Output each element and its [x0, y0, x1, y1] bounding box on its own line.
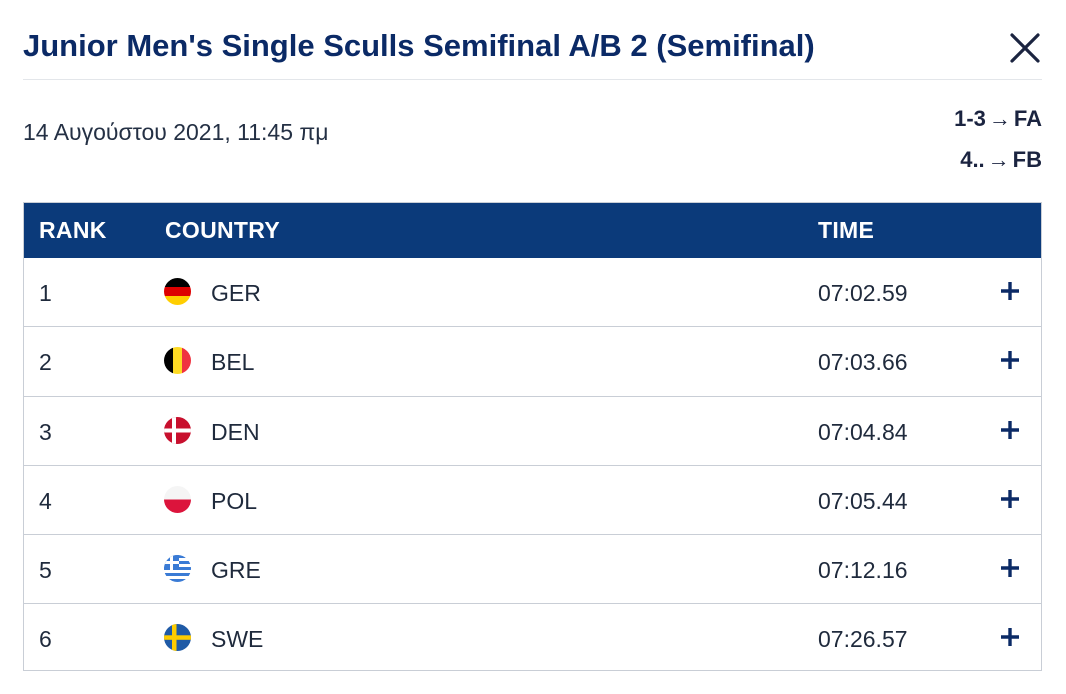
- race-title: Junior Men's Single Sculls Semifinal A/B…: [23, 28, 815, 63]
- sweden-flag-icon: [164, 624, 191, 652]
- plus-icon: [1001, 420, 1019, 439]
- progression-final: FA: [1013, 106, 1042, 131]
- plus-icon: [1001, 628, 1019, 647]
- progression-rule: 1-3 → FA: [954, 98, 1042, 139]
- expand-row-button[interactable]: [994, 552, 1026, 584]
- country-cell: GER: [211, 280, 261, 306]
- time-cell: 07:26.57: [818, 626, 908, 653]
- progression-final: FB: [1012, 147, 1042, 172]
- results-table: RANK COUNTRY TIME 1 GER 07:02.59 2 BEL 0…: [23, 202, 1042, 671]
- rank-cell: 6: [39, 626, 52, 653]
- arrow-right-icon: →: [988, 106, 1011, 131]
- progression-rules: 1-3 → FA 4.. → FB: [954, 98, 1042, 180]
- expand-row-button[interactable]: [994, 344, 1026, 376]
- expand-row-button[interactable]: [994, 275, 1026, 307]
- race-date: 14 Αυγούστου 2021, 11:45 πμ: [23, 119, 329, 145]
- table-row: 2 BEL 07:03.66: [24, 327, 1041, 397]
- table-row: 6 SWE 07:26.57: [24, 604, 1041, 673]
- table-header: RANK COUNTRY TIME: [24, 203, 1041, 258]
- time-cell: 07:05.44: [818, 487, 908, 514]
- rank-cell: 5: [39, 557, 52, 584]
- table-row: 1 GER 07:02.59: [24, 258, 1041, 328]
- table-row: 5 GRE 07:12.16: [24, 535, 1041, 605]
- time-cell: 07:03.66: [818, 349, 908, 376]
- plus-icon: [1001, 351, 1019, 370]
- germany-flag-icon: [164, 278, 191, 305]
- table-row: 4 POL 07:05.44: [24, 466, 1041, 536]
- country-cell: GRE: [211, 557, 261, 584]
- rank-cell: 1: [39, 280, 52, 306]
- expand-row-button[interactable]: [994, 414, 1026, 446]
- time-cell: 07:02.59: [818, 280, 908, 306]
- modal-header: Junior Men's Single Sculls Semifinal A/B…: [23, 0, 1042, 80]
- rank-cell: 3: [39, 418, 52, 445]
- expand-row-button[interactable]: [994, 483, 1026, 515]
- column-header-country: COUNTRY: [165, 217, 280, 243]
- poland-flag-icon: [164, 485, 191, 513]
- country-cell: DEN: [211, 418, 260, 445]
- country-cell: SWE: [211, 626, 264, 653]
- belgium-flag-icon: [164, 347, 191, 375]
- plus-icon: [1001, 282, 1019, 300]
- plus-icon: [1001, 559, 1019, 578]
- rank-cell: 2: [39, 349, 52, 376]
- rank-cell: 4: [39, 487, 52, 514]
- progression-places: 1-3: [954, 106, 986, 131]
- country-cell: POL: [211, 487, 258, 514]
- progression-places: 4..: [960, 147, 985, 172]
- progression-rule: 4.. → FB: [954, 139, 1042, 180]
- arrow-right-icon: →: [987, 147, 1010, 172]
- column-header-time: TIME: [818, 217, 875, 243]
- close-icon: [1010, 33, 1040, 63]
- time-cell: 07:04.84: [818, 418, 908, 445]
- plus-icon: [1001, 489, 1019, 508]
- table-row: 3 DEN 07:04.84: [24, 397, 1041, 466]
- close-button[interactable]: [1008, 31, 1042, 65]
- country-cell: BEL: [211, 349, 255, 376]
- expand-row-button[interactable]: [994, 621, 1026, 653]
- denmark-flag-icon: [164, 416, 191, 444]
- time-cell: 07:12.16: [818, 557, 908, 584]
- column-header-rank: RANK: [39, 217, 107, 243]
- greece-flag-icon: [164, 555, 191, 583]
